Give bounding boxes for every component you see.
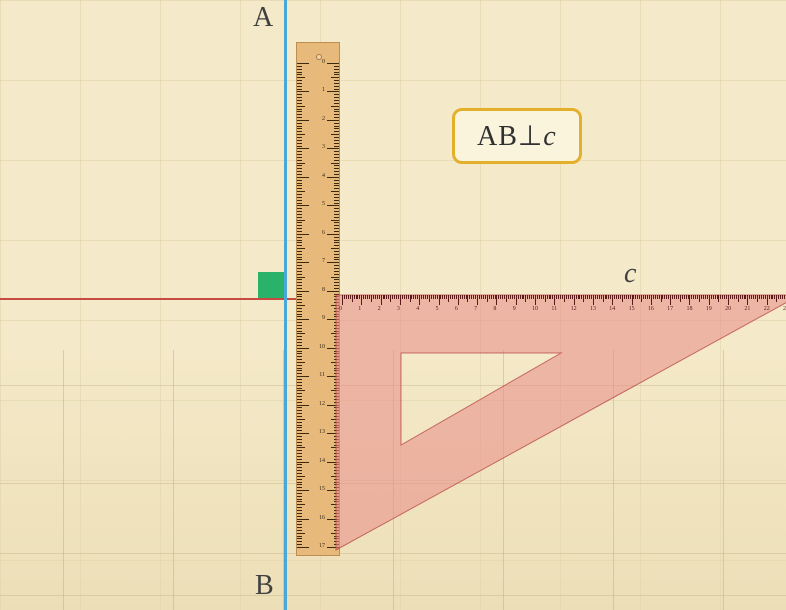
ruler-hole [316, 54, 322, 60]
label-c: c [624, 258, 636, 290]
right-angle-marker [258, 272, 284, 298]
label-b: B [255, 570, 274, 602]
label-a: A [253, 2, 273, 34]
formula-box: AB⊥c [452, 108, 582, 164]
line-ab [284, 0, 287, 610]
set-square-body [336, 295, 786, 550]
set-square-ticks: 01234567891011121314151617181920212223 [336, 295, 786, 317]
vertical-ruler: 01234567891011121314151617 [296, 42, 340, 556]
set-square: 01234567891011121314151617181920212223 [336, 295, 786, 550]
formula-text: AB⊥c [477, 121, 557, 152]
line-c [0, 298, 330, 300]
